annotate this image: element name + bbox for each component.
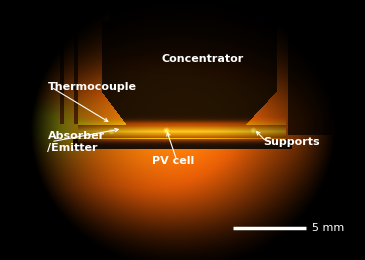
Text: Concentrator: Concentrator [161, 54, 244, 63]
Text: Absorber
/Emitter: Absorber /Emitter [47, 131, 105, 153]
Text: Supports: Supports [263, 137, 319, 147]
Text: PV cell: PV cell [152, 156, 195, 166]
Text: Thermocouple: Thermocouple [47, 82, 137, 92]
Text: 5 mm: 5 mm [312, 223, 344, 233]
